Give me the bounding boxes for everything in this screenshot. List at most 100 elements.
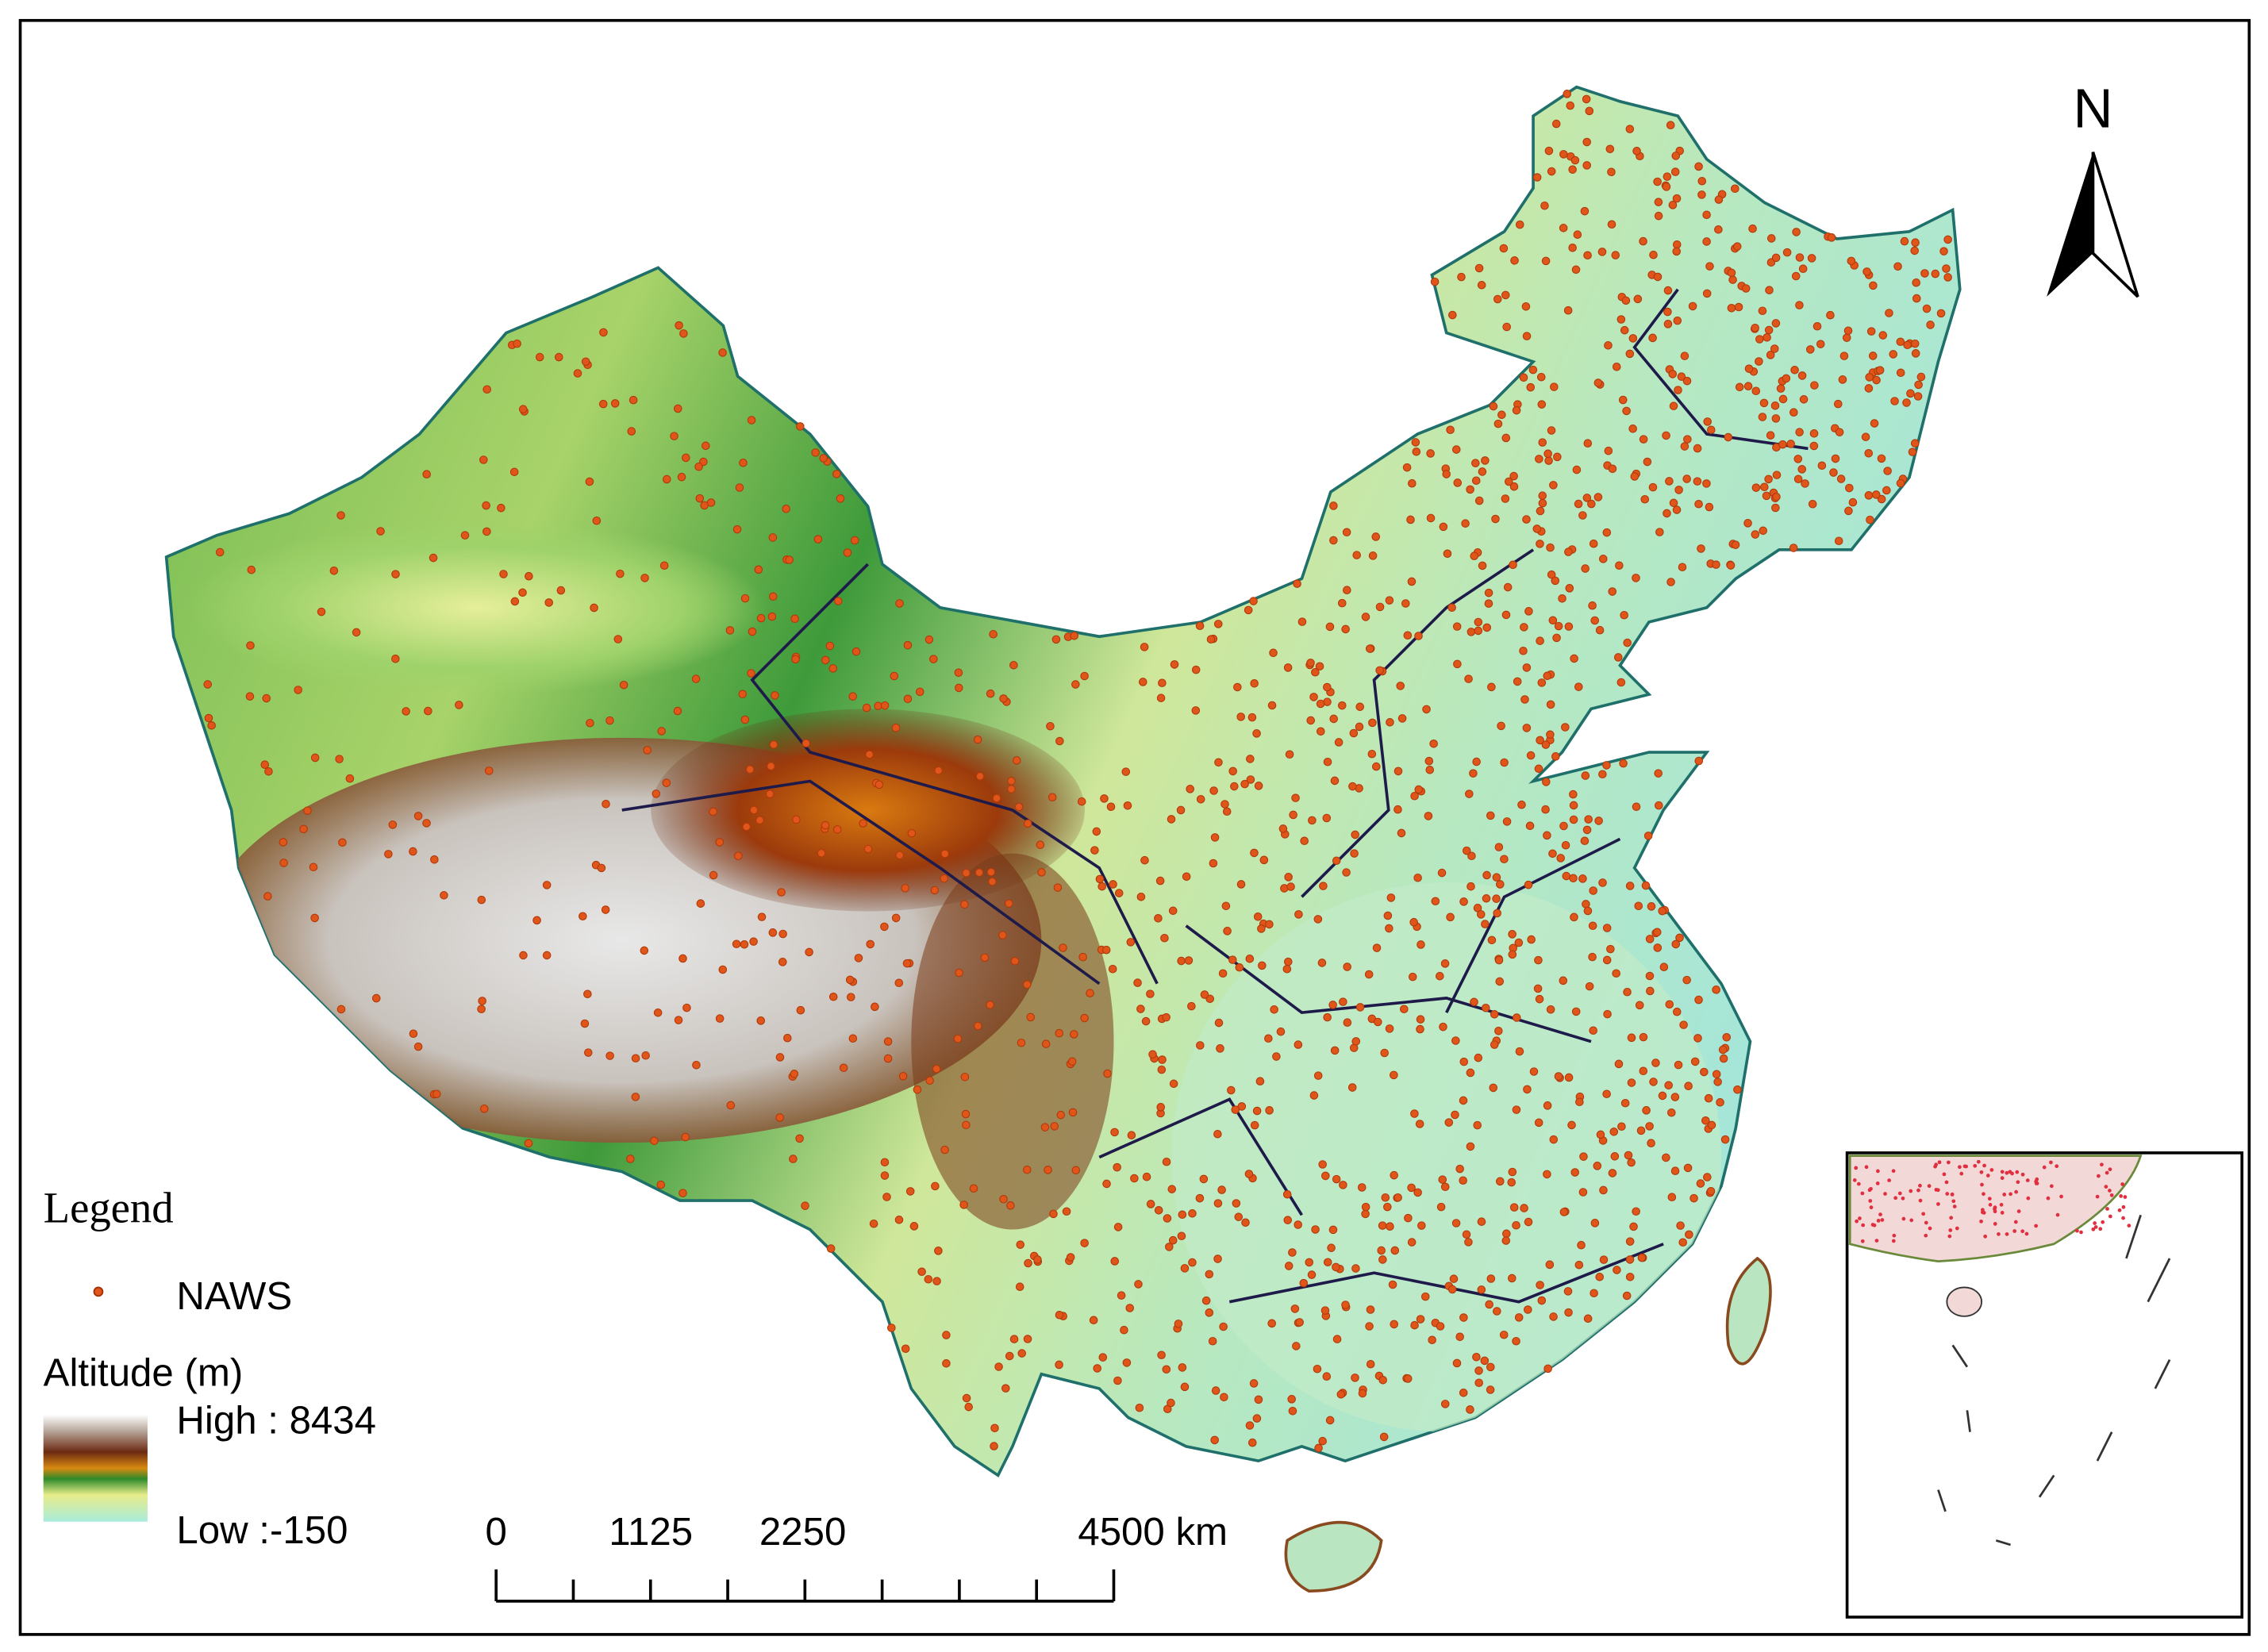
station	[1477, 1285, 1486, 1294]
station	[709, 807, 717, 816]
station	[1522, 724, 1532, 732]
station	[1602, 955, 1612, 965]
station	[700, 501, 709, 510]
station	[1497, 410, 1506, 420]
inset-station	[2046, 1196, 2051, 1201]
station	[1313, 1364, 1322, 1373]
station	[1217, 1185, 1226, 1194]
station	[1095, 874, 1105, 884]
station	[1247, 1438, 1257, 1447]
station	[1297, 617, 1307, 626]
station	[1163, 1214, 1172, 1223]
station	[1649, 1078, 1658, 1086]
station	[1209, 786, 1218, 795]
inset-station	[2000, 1211, 2005, 1215]
station	[1621, 296, 1631, 305]
station	[626, 1154, 635, 1163]
scale-label: 1125	[609, 1510, 693, 1554]
station	[805, 947, 813, 957]
station	[1844, 506, 1853, 516]
station	[1342, 528, 1351, 537]
station	[1102, 1179, 1111, 1189]
station	[1603, 1009, 1612, 1019]
station	[862, 703, 871, 713]
station	[413, 1042, 423, 1051]
station	[1537, 1296, 1547, 1305]
station	[1386, 718, 1394, 727]
station	[1637, 1253, 1647, 1262]
inset-station	[1950, 1193, 1955, 1197]
station	[1254, 1395, 1263, 1404]
station	[1764, 325, 1774, 335]
station	[1026, 1012, 1035, 1022]
inset-station	[2121, 1204, 2126, 1209]
station	[1534, 955, 1543, 965]
station	[1795, 253, 1805, 262]
station	[1414, 785, 1423, 794]
station	[1627, 1033, 1636, 1043]
inset-station	[2016, 1209, 2021, 1213]
inset-station	[1979, 1219, 1983, 1224]
station	[747, 416, 756, 425]
station	[1168, 1235, 1178, 1245]
station	[1512, 1105, 1521, 1114]
station	[207, 721, 216, 730]
station	[424, 706, 432, 716]
station	[1377, 1246, 1386, 1255]
station	[880, 1171, 890, 1180]
station	[718, 348, 727, 357]
station	[715, 1014, 725, 1023]
station	[1232, 1199, 1241, 1208]
station	[1645, 935, 1655, 943]
station	[1227, 1085, 1236, 1095]
station	[821, 655, 830, 665]
station	[895, 851, 905, 860]
station	[907, 828, 917, 838]
station	[477, 895, 486, 905]
station	[525, 571, 533, 581]
station	[1620, 325, 1629, 335]
station	[1613, 653, 1623, 662]
station	[1477, 1217, 1486, 1226]
station	[1641, 881, 1651, 890]
station	[1519, 373, 1528, 382]
station	[1663, 509, 1671, 518]
station	[1413, 873, 1422, 882]
station	[832, 470, 841, 478]
station	[1080, 1013, 1089, 1023]
station	[1744, 364, 1754, 373]
station	[1408, 478, 1417, 488]
station	[1289, 810, 1297, 820]
station	[1233, 682, 1242, 692]
station	[1070, 1030, 1078, 1039]
station	[1330, 776, 1340, 786]
station	[961, 1109, 971, 1119]
station	[1318, 1436, 1327, 1446]
station	[1098, 1353, 1108, 1362]
station	[817, 848, 826, 858]
station	[1755, 335, 1764, 344]
inset-station	[2042, 1165, 2047, 1170]
station	[696, 899, 705, 908]
station	[1797, 465, 1807, 474]
station	[1776, 384, 1786, 393]
station	[1615, 561, 1624, 571]
station	[1188, 1209, 1197, 1218]
inset-station	[1918, 1183, 1922, 1188]
station	[1186, 785, 1195, 793]
station	[513, 339, 521, 348]
inset-station	[2009, 1192, 2012, 1197]
station	[1534, 764, 1543, 774]
station	[1559, 821, 1568, 831]
station	[1685, 1230, 1693, 1239]
station	[1525, 821, 1535, 831]
station	[1861, 432, 1870, 441]
station	[1245, 955, 1255, 963]
station	[1817, 461, 1827, 471]
station	[1285, 750, 1294, 759]
station	[1407, 1238, 1417, 1247]
station	[891, 913, 901, 923]
station	[1474, 1053, 1483, 1062]
station	[1267, 701, 1277, 710]
station	[1100, 794, 1109, 803]
